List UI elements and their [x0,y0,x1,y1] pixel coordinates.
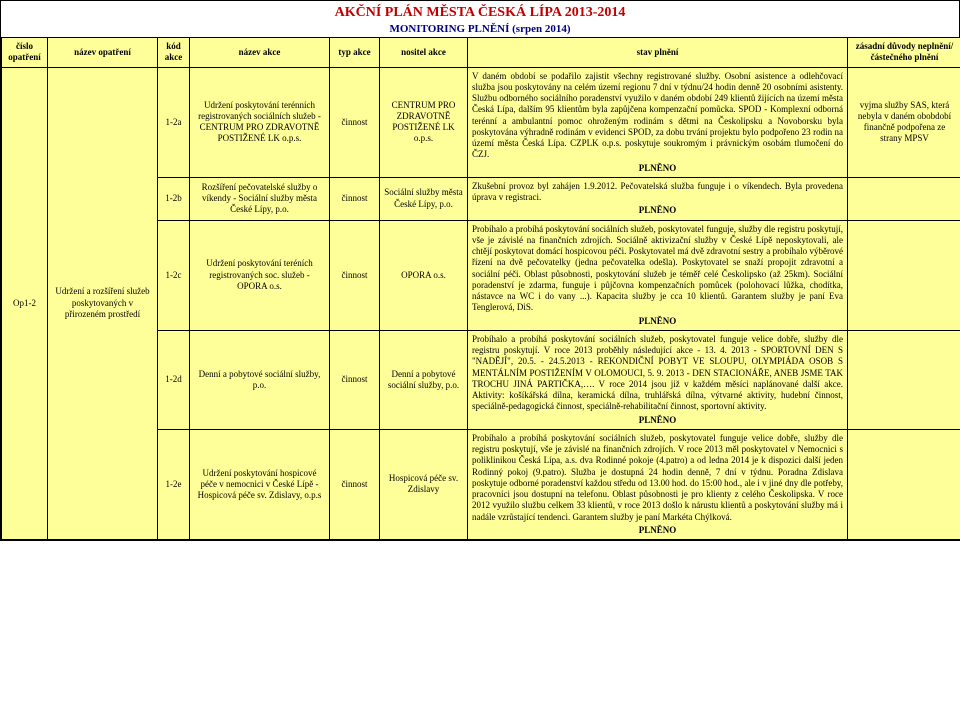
table-header-row: číslo opatření název opatření kód akce n… [2,38,960,68]
cell-akce: Udržení poskytování hospicové péče v nem… [190,429,330,539]
col-nazev-akce: název akce [190,38,330,68]
cell-duvod [848,429,960,539]
cell-nositel: OPORA o.s. [380,220,468,330]
cell-kod: 1-2e [158,429,190,539]
cell-stav: Probíhalo a probíhá poskytování sociální… [468,330,848,429]
stav-text: Probíhalo a probíhá poskytování sociální… [472,224,843,313]
cell-duvod: vyjma služby SAS, která nebyla v daném o… [848,67,960,177]
cell-akce: Udržení poskytování terénních registrova… [190,67,330,177]
cell-typ: činnost [330,220,380,330]
cell-duvod [848,220,960,330]
col-nazev-opatreni: název opatření [48,38,158,68]
cell-stav: Probíhalo a probíhá poskytování sociální… [468,429,848,539]
cell-typ: činnost [330,177,380,220]
col-nositel-akce: nositel akce [380,38,468,68]
plneno-label: PLNĚNO [472,415,843,426]
col-cislo-opatreni: číslo opatření [2,38,48,68]
page-subtitle: MONITORING PLNĚNÍ (srpen 2014) [1,23,959,35]
table-row: Op1-2 Udržení a rozšíření služeb poskyto… [2,67,960,177]
cell-nazev-opatreni: Udržení a rozšíření služeb poskytovaných… [48,67,158,540]
plneno-label: PLNĚNO [472,316,843,327]
plneno-label: PLNĚNO [472,163,843,174]
stav-text: Probíhalo a probíhá poskytování sociální… [472,433,843,522]
plneno-label: PLNĚNO [472,525,843,536]
cell-typ: činnost [330,330,380,429]
cell-stav: Zkušební provoz byl zahájen 1.9.2012. Pe… [468,177,848,220]
cell-duvod [848,330,960,429]
plneno-label: PLNĚNO [472,205,843,216]
col-stav-plneni: stav plnění [468,38,848,68]
col-typ-akce: typ akce [330,38,380,68]
cell-nositel: Denní a pobytové sociální služby, p.o. [380,330,468,429]
cell-typ: činnost [330,429,380,539]
cell-kod: 1-2b [158,177,190,220]
cell-kod: 1-2d [158,330,190,429]
cell-typ: činnost [330,67,380,177]
cell-nositel: Sociální služby města České Lípy, p.o. [380,177,468,220]
cell-akce: Denní a pobytové sociální služby, p.o. [190,330,330,429]
stav-text: V daném období se podařilo zajistit všec… [472,71,843,160]
plan-table: číslo opatření název opatření kód akce n… [1,37,960,540]
document-page: AKČNÍ PLÁN MĚSTA ČESKÁ LÍPA 2013-2014 MO… [0,0,960,541]
cell-kod: 1-2c [158,220,190,330]
cell-akce: Rozšíření pečovatelské služby o víkendy … [190,177,330,220]
cell-nositel: Hospicová péče sv. Zdislavy [380,429,468,539]
cell-stav: Probíhalo a probíhá poskytování sociální… [468,220,848,330]
col-kod-akce: kód akce [158,38,190,68]
cell-kod: 1-2a [158,67,190,177]
cell-nositel: CENTRUM PRO ZDRAVOTNĚ POSTIŽENÉ LK o.p.s… [380,67,468,177]
cell-stav: V daném období se podařilo zajistit všec… [468,67,848,177]
page-title: AKČNÍ PLÁN MĚSTA ČESKÁ LÍPA 2013-2014 [1,5,959,21]
cell-akce: Udržení poskytování teréních registrovan… [190,220,330,330]
title-block: AKČNÍ PLÁN MĚSTA ČESKÁ LÍPA 2013-2014 MO… [1,1,959,37]
cell-cislo-opatreni: Op1-2 [2,67,48,540]
col-duvody: zásadní důvody neplnění/částečného plněn… [848,38,960,68]
stav-text: Probíhalo a probíhá poskytování sociální… [472,334,843,412]
cell-duvod [848,177,960,220]
stav-text: Zkušební provoz byl zahájen 1.9.2012. Pe… [472,181,843,202]
